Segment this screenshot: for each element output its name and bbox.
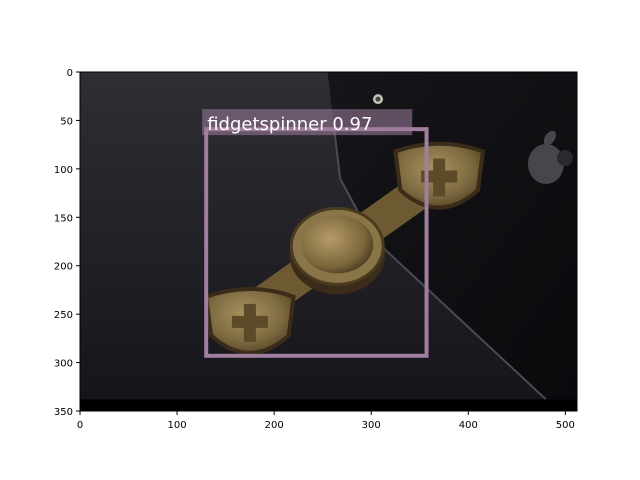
x-tick-label: 500 [556,420,575,431]
apple-leaf-icon [543,130,557,146]
cross-icon [231,303,268,342]
y-tick-label: 300 [54,359,73,370]
fidget-spinner [204,141,486,355]
axes: 0 100 200 300 400 500 0 50 100 150 200 250 300 350 [54,68,578,431]
detection-label-background [202,109,413,136]
y-tick-label: 350 [54,407,73,418]
detection-label: fidgetspinner 0.97 [207,114,372,135]
phone-body [327,72,577,400]
y-tick-label: 0 [67,68,73,79]
y-tick-label: 50 [60,116,73,127]
plot-frame [79,71,578,412]
y-tick-label: 200 [54,262,73,273]
x-tick-label: 300 [362,420,381,431]
y-tick-label: 100 [54,165,73,176]
apple-logo-icon [527,144,564,185]
y-tick-label: 150 [54,213,73,224]
spinner-shield-bottom [204,286,296,355]
spinner-shield-top [393,141,486,210]
apple-bite [556,150,573,167]
x-tick-label: 0 [77,420,83,431]
detection-fidgetspinner: fidgetspinner 0.97 [202,109,429,358]
x-tick-label: 100 [168,420,187,431]
detections-layer: fidgetspinner 0.97 [202,109,429,358]
phone-camera-lens [375,96,381,102]
x-tick-label: 400 [459,420,478,431]
phone-edge [333,129,547,401]
spinner-center-cap [301,215,374,274]
cross-icon [421,158,458,197]
y-tick-label: 250 [54,310,73,321]
x-tick-label: 200 [265,420,284,431]
photo-bottom-band [80,399,577,411]
